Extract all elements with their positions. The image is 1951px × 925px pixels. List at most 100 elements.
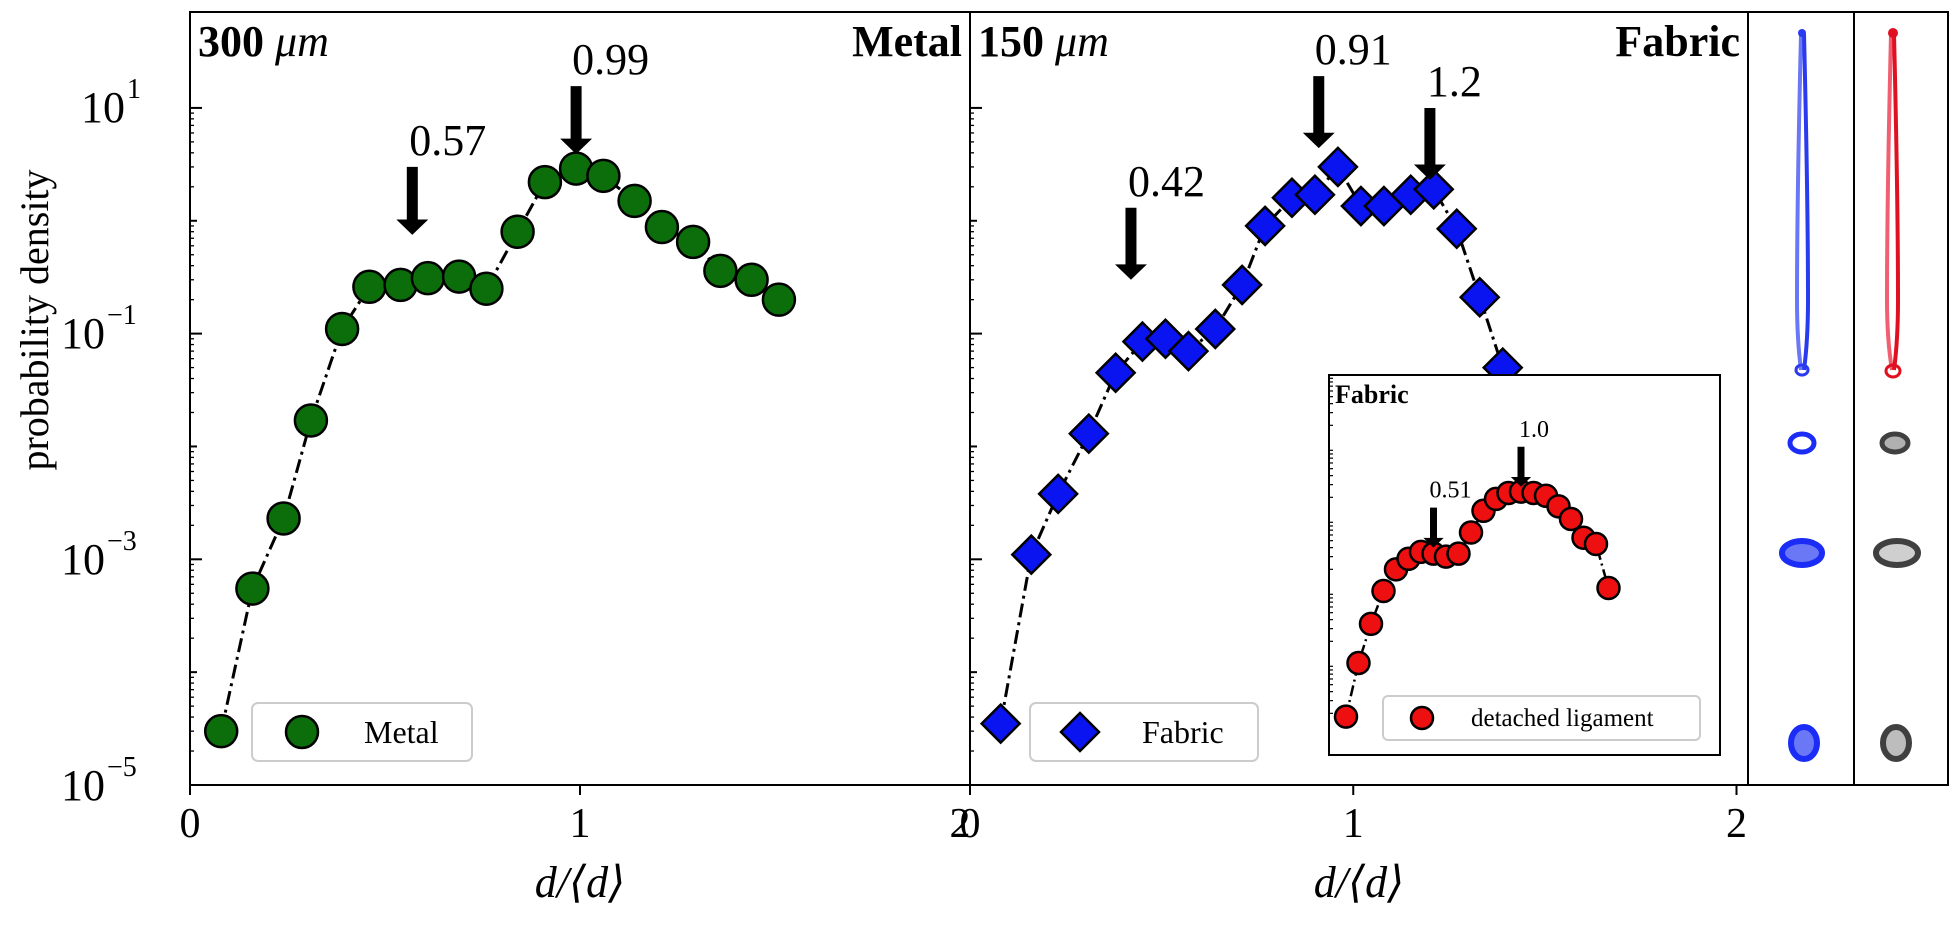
y-tick-label: 10 −1 (61, 300, 137, 358)
peak-arrow (1413, 107, 1446, 180)
y-tick-label: 10 1 (81, 74, 141, 132)
data-point (469, 271, 504, 306)
legend-label: detached ligament (1471, 705, 1654, 732)
data-point (324, 311, 360, 347)
data-point (1244, 205, 1286, 247)
peak-arrow (1423, 507, 1444, 548)
data-point (617, 183, 652, 219)
series-line (1344, 490, 1610, 717)
data-point (1346, 650, 1371, 676)
peak-arrow (1510, 446, 1532, 487)
y-tick-labels: 10 1 10 −1 10 −3 10 −5 (61, 74, 141, 810)
data-point (500, 214, 535, 249)
ligament-inset: 0.51 1.0 Fabric detached ligament (1328, 374, 1721, 756)
red-gray-droplet-strip (1853, 11, 1949, 786)
peak-label: 1.0 (1519, 417, 1549, 443)
series-line (999, 164, 1531, 724)
data-point (1435, 207, 1478, 250)
peak-arrow (1302, 76, 1335, 149)
legend-label: Fabric (1142, 714, 1224, 750)
material-label: Fabric (1615, 17, 1740, 66)
metal-panel: 0 1 2 d/⟨d⟩ 0.57 0.99 300 μm Metal Metal (180, 11, 971, 907)
red-ligament-image (1884, 28, 1902, 379)
data-point (1068, 412, 1110, 455)
data-point (1458, 520, 1484, 545)
data-point (1167, 330, 1210, 372)
data-point (1294, 173, 1336, 216)
legend: Fabric (1029, 702, 1259, 762)
data-point (1144, 318, 1187, 360)
y-tick-label: 10 −5 (61, 752, 137, 810)
data-point (1412, 168, 1455, 211)
data-point (1010, 533, 1053, 576)
y-axis-label: probability density (12, 169, 57, 470)
svg-text:1: 1 (127, 74, 141, 105)
x-tick-label: 2 (1726, 801, 1747, 847)
svg-text:10: 10 (61, 535, 105, 584)
gray-droplet-image (1873, 538, 1921, 568)
data-point (203, 713, 239, 749)
data-point (1558, 506, 1584, 532)
size-label: 300 μm (198, 17, 329, 66)
data-point (527, 164, 563, 200)
data-point (266, 501, 301, 536)
svg-text:−5: −5 (107, 752, 137, 783)
data-point (1458, 276, 1501, 319)
data-point (1194, 308, 1237, 350)
data-point (1037, 473, 1079, 515)
gray-droplet-image (1880, 724, 1912, 762)
blue-droplet-strip (1747, 11, 1855, 786)
svg-text:10: 10 (61, 761, 105, 810)
blue-ligament-image (1794, 29, 1811, 377)
data-point (734, 262, 769, 298)
data-point (703, 253, 738, 289)
x-tick-label: 1 (1343, 801, 1364, 847)
data-point (284, 714, 320, 750)
data-point (1583, 531, 1609, 557)
fabric-panel: 0 1 2 d/⟨d⟩ 0.42 0.91 1.2 150 μm Fabric Fabric (960, 11, 1749, 907)
svg-text:−3: −3 (107, 526, 137, 557)
data-point (293, 403, 329, 438)
blue-droplet-image (1788, 724, 1820, 762)
blue-droplet-image (1779, 538, 1825, 568)
x-tick-label: 0 (960, 801, 981, 847)
photo-strips (1747, 11, 1949, 786)
data-point (1094, 351, 1137, 394)
series-line (219, 167, 780, 732)
data-point (1371, 578, 1396, 604)
x-tick-label: 0 (180, 801, 201, 847)
data-point (1446, 541, 1471, 566)
peak-label: 0.91 (1315, 25, 1392, 74)
data-point (1317, 146, 1359, 188)
material-label: Metal (852, 17, 962, 66)
inset-title: Fabric (1335, 380, 1409, 409)
data-point (644, 209, 680, 245)
svg-text:10: 10 (61, 309, 105, 358)
data-point (1221, 264, 1263, 306)
y-tick-label: 10 −3 (61, 526, 137, 584)
data-point (1333, 704, 1359, 729)
data-point (1358, 611, 1384, 637)
data-point (352, 269, 387, 305)
size-label: 150 μm (978, 17, 1109, 66)
data-point (1596, 575, 1621, 601)
peak-arrow (396, 166, 429, 235)
data-point (675, 224, 711, 260)
data-point (1409, 705, 1435, 731)
gray-droplet-image (1879, 431, 1911, 455)
x-tick-label: 2 (950, 801, 971, 847)
legend-label: Metal (364, 714, 439, 750)
peak-label: 1.2 (1427, 57, 1482, 106)
data-point (410, 260, 446, 296)
data-point (1059, 711, 1101, 753)
x-axis-label: d/⟨d⟩ (1314, 858, 1405, 907)
data-point (761, 282, 797, 317)
legend: Metal (251, 702, 473, 762)
x-tick-label: 1 (570, 801, 591, 847)
peak-label: 0.51 (1430, 478, 1472, 504)
data-point (235, 571, 270, 606)
data-point (586, 158, 621, 194)
peak-label: 0.99 (572, 35, 649, 84)
svg-text:−1: −1 (107, 300, 137, 331)
